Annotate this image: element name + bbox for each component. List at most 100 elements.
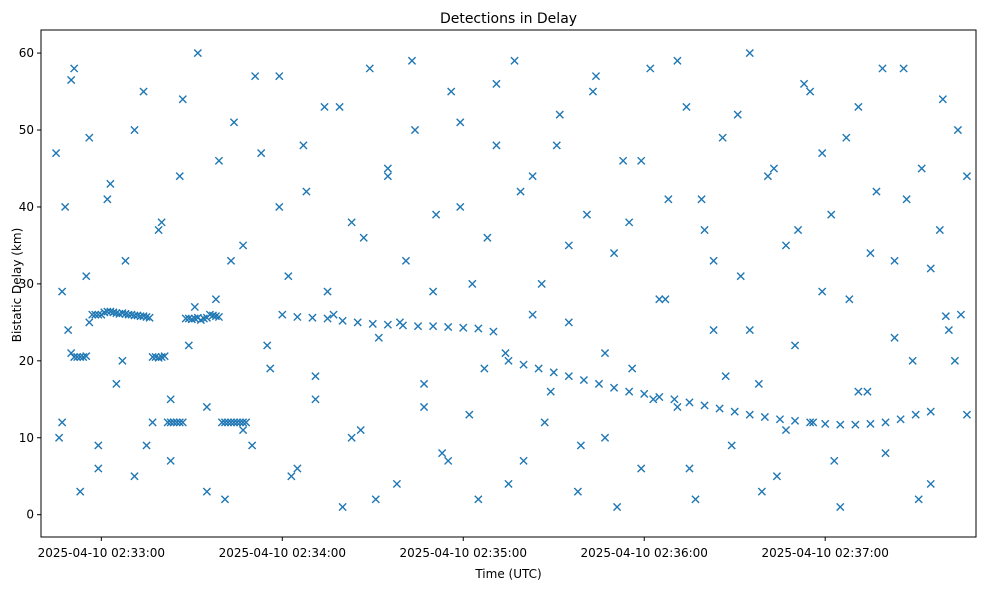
data-point (338, 316, 347, 325)
data-point (356, 425, 365, 435)
data-point (582, 210, 592, 219)
data-point (413, 322, 423, 331)
data-point (205, 310, 214, 319)
data-point (818, 287, 827, 296)
data-point (139, 312, 148, 321)
chart-title: Detections in Delay (440, 11, 577, 27)
data-point (154, 225, 163, 235)
data-point (655, 295, 664, 304)
data-point (263, 341, 272, 350)
data-point (447, 87, 456, 96)
data-point (555, 110, 564, 119)
data-point (154, 353, 163, 362)
data-point (718, 133, 727, 142)
data-point (166, 395, 175, 404)
data-point (926, 264, 935, 273)
data-point (392, 479, 401, 489)
data-point (917, 164, 926, 173)
data-point (854, 387, 863, 396)
data-point (61, 202, 70, 212)
data-point (763, 172, 772, 181)
data-point (628, 364, 637, 373)
data-point (214, 312, 224, 322)
data-point (320, 102, 329, 112)
data-point (682, 102, 691, 112)
data-point (935, 225, 944, 235)
data-point (950, 356, 959, 365)
data-point (700, 401, 709, 410)
data-point (190, 302, 199, 312)
data-point (115, 309, 124, 318)
x-tick-label: 2025-04-10 02:34:00 (219, 546, 346, 560)
data-point (73, 352, 82, 362)
data-point (223, 418, 233, 427)
data-point (881, 418, 890, 427)
data-point (806, 418, 815, 427)
data-point (142, 441, 151, 450)
data-point (902, 195, 911, 204)
y-tick-label: 40 (19, 200, 34, 214)
data-point (646, 64, 655, 73)
data-point (625, 218, 634, 227)
data-point (359, 233, 368, 242)
data-point (781, 425, 791, 435)
data-point (793, 225, 803, 235)
data-point (166, 456, 175, 465)
data-point (465, 410, 474, 419)
data-point (82, 272, 91, 281)
data-point (640, 389, 649, 398)
data-point (890, 256, 899, 265)
data-point (474, 324, 483, 333)
y-axis-label: Bistatic Delay (km) (10, 228, 24, 343)
data-point (836, 420, 845, 429)
data-point (881, 449, 890, 458)
data-point (347, 218, 356, 227)
y-tick-label: 30 (19, 277, 34, 291)
data-point (419, 379, 429, 388)
data-point (302, 187, 311, 196)
data-point (82, 352, 91, 361)
data-point (549, 368, 558, 377)
data-point (579, 375, 588, 385)
data-point (287, 472, 296, 481)
data-point (769, 164, 779, 173)
data-point (229, 118, 239, 127)
data-point (193, 48, 202, 58)
data-point (697, 195, 706, 204)
data-point (760, 412, 769, 422)
data-point (685, 398, 694, 407)
data-point (106, 307, 115, 316)
data-point (637, 156, 646, 165)
data-point (456, 202, 465, 212)
data-point (64, 325, 73, 335)
data-point (284, 272, 293, 281)
data-point (552, 141, 561, 150)
data-point (94, 464, 103, 473)
data-point (655, 392, 664, 402)
x-axis-ticks: 2025-04-10 02:33:00 2025-04-10 02:34:00 20… (38, 537, 889, 560)
x-tick-label: 2025-04-10 02:37:00 (761, 546, 888, 560)
data-point (187, 315, 196, 324)
data-point (275, 202, 284, 212)
data-point (685, 464, 694, 473)
data-point (103, 195, 112, 204)
data-point (235, 418, 245, 427)
y-tick-label: 20 (19, 354, 34, 368)
x-axis-label: Time (UTC) (474, 567, 541, 581)
data-point (121, 256, 130, 265)
y-tick-label: 50 (19, 123, 34, 137)
data-point (178, 418, 187, 427)
data-point (962, 172, 972, 181)
data-point (790, 341, 800, 350)
y-axis-ticks: 0 10 20 30 40 50 60 (19, 46, 41, 522)
data-point (257, 149, 266, 158)
data-point (70, 352, 79, 362)
data-point (266, 364, 275, 373)
data-point (600, 349, 610, 358)
data-point (157, 352, 166, 362)
data-point (214, 156, 224, 165)
data-point (953, 125, 962, 135)
data-point (438, 449, 447, 458)
data-point (745, 325, 754, 335)
data-point (112, 309, 121, 318)
